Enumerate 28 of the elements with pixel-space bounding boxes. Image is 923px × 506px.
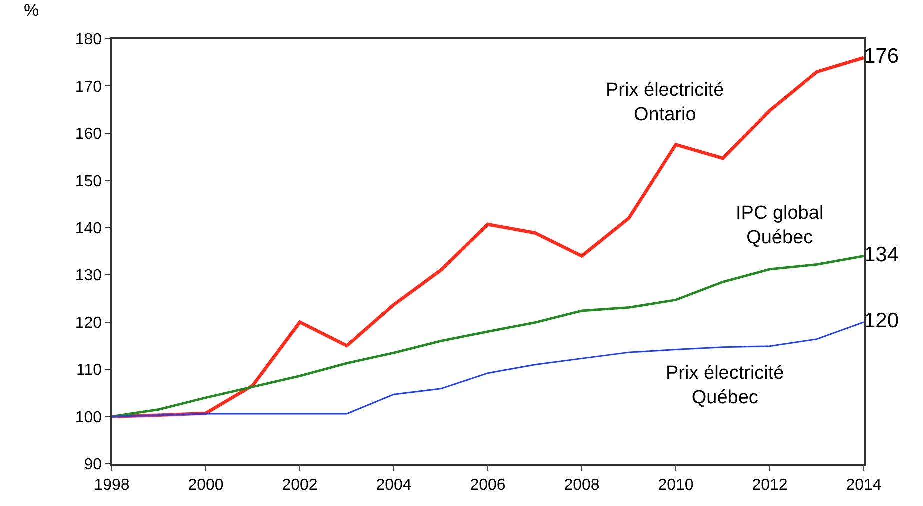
data-label: 134	[864, 243, 900, 266]
x-tick-label: 2014	[846, 476, 882, 494]
series-label: Prix électricité Ontario	[606, 80, 724, 126]
y-tick-label: 110	[76, 362, 102, 380]
x-tick-label: 2008	[564, 476, 600, 494]
y-tick-label: 90	[84, 456, 102, 474]
y-tick-label: 140	[75, 220, 102, 238]
x-tick-label: 2002	[282, 476, 318, 494]
line-series	[112, 255, 864, 418]
x-tick-label: 2006	[470, 476, 506, 494]
y-tick-label: 170	[75, 78, 102, 96]
y-tick-label: 100	[75, 409, 102, 426]
y-tick-label: 150	[75, 173, 102, 190]
x-tick-label: 2004	[376, 476, 412, 494]
series-label: Prix électricité Québec	[666, 363, 784, 409]
x-tick-label: 1998	[94, 476, 130, 494]
x-tick-label: 2010	[658, 476, 694, 494]
y-tick-label: 160	[75, 126, 102, 144]
data-label: 120	[864, 310, 900, 333]
y-tick-label: 120	[75, 314, 102, 332]
series-label: IPC global Québec	[736, 203, 824, 249]
y-tick-label: 130	[75, 268, 102, 285]
data-label: 176	[864, 45, 900, 68]
line-series	[112, 322, 864, 418]
x-tick-label: 2000	[188, 476, 224, 494]
y-tick-label: 180	[75, 32, 102, 49]
x-tick-label: 2012	[752, 476, 788, 494]
y-axis-title: %	[24, 1, 40, 20]
